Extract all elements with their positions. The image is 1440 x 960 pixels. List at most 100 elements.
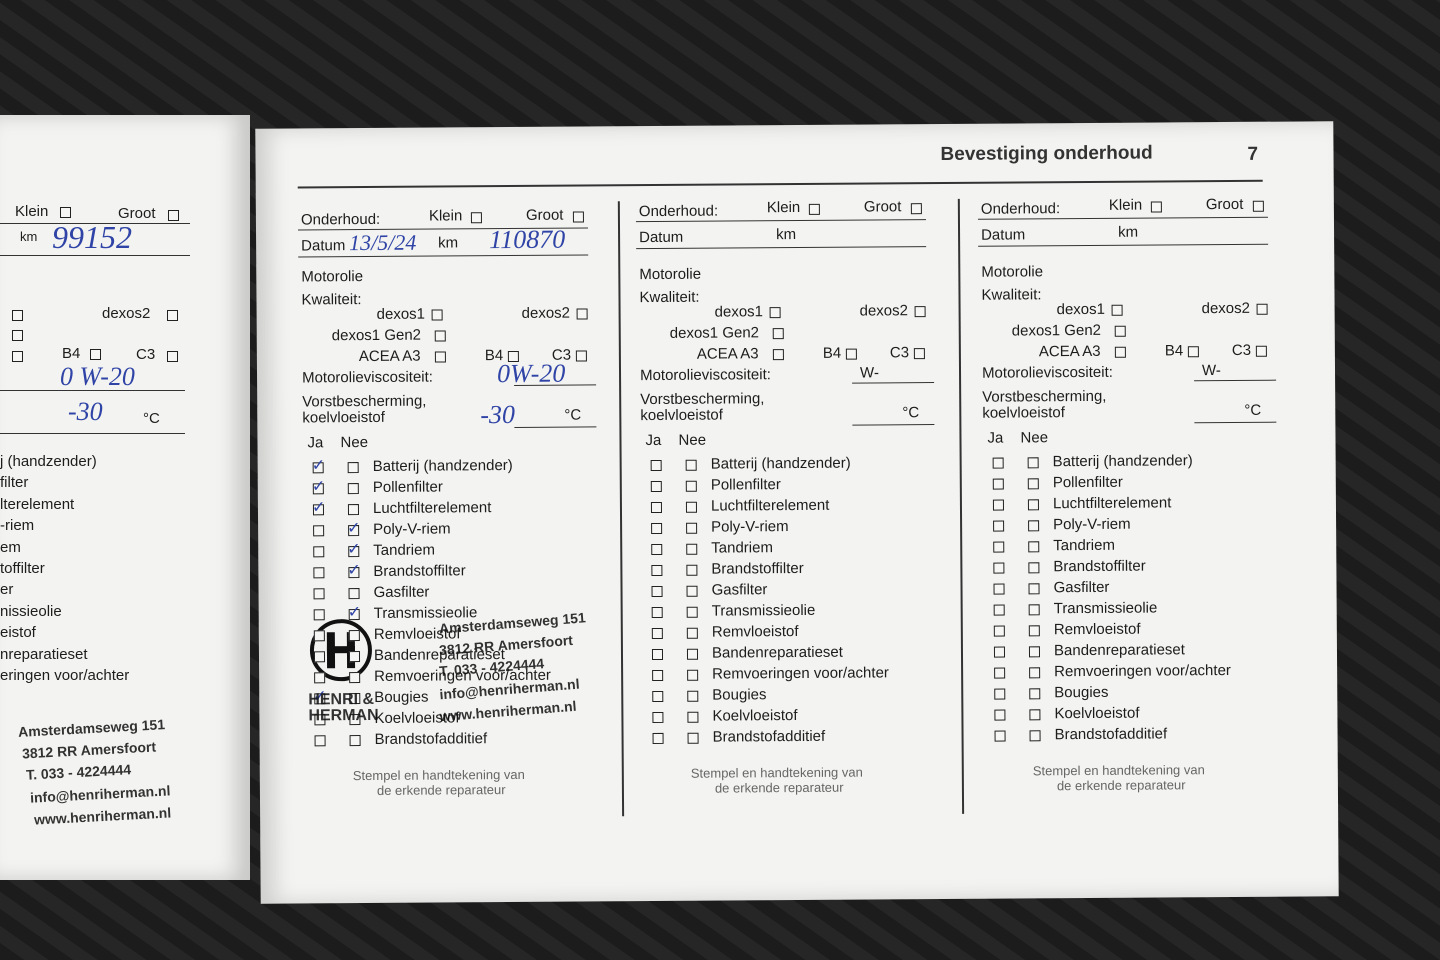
checkbox	[347, 504, 360, 516]
checklist-item: Transmissieolie	[1053, 599, 1158, 618]
checkbox	[1027, 478, 1039, 490]
checklist-item: Gasfilter	[711, 581, 768, 599]
header-title: Bevestiging onderhoud	[940, 142, 1153, 165]
checklist-item: Poly-V-riem	[711, 518, 789, 536]
stamp-line: T. 033 - 4224444	[25, 761, 132, 783]
datum-label: Datum	[981, 226, 1026, 244]
celsius-label: °C	[902, 404, 920, 422]
checkbox	[772, 349, 784, 361]
checkbox	[651, 543, 663, 556]
checklist-item: Bougies	[712, 686, 767, 704]
checkbox	[651, 564, 663, 577]
checklist-item: Luchtfilterelement	[372, 499, 492, 517]
checklist-item: Remvloeistof	[1053, 620, 1141, 639]
motorolie-label: Motorolie	[981, 263, 1044, 281]
checkbox	[348, 651, 361, 663]
checkbox	[993, 562, 1005, 574]
groot-label: Groot	[525, 206, 564, 224]
checkbox	[1252, 200, 1264, 212]
option-label: dexos1 Gen2	[331, 326, 422, 345]
checkbox	[1029, 667, 1041, 679]
checklist-item: nreparatieset	[0, 645, 88, 663]
checklist-item: Brandstoffilter	[711, 559, 804, 578]
field-rule	[1194, 421, 1277, 424]
option-label: C3	[1231, 341, 1252, 359]
checkbox	[686, 648, 699, 660]
column-divider	[617, 201, 624, 817]
checkbox	[313, 546, 325, 558]
checkbox	[685, 480, 697, 492]
checkbox	[1111, 304, 1123, 316]
checkbox	[167, 310, 178, 321]
option-label: dexos2	[1201, 299, 1251, 318]
checklist-item: Brandstoffilter	[373, 562, 466, 580]
checkbox	[994, 667, 1006, 679]
checklist-item: Bougies	[1054, 683, 1109, 702]
checkbox	[914, 306, 926, 318]
ja-label: Ja	[307, 434, 324, 452]
checkbox	[575, 350, 587, 362]
checkbox	[1028, 583, 1040, 595]
checklist-item: Pollenfilter	[710, 476, 781, 494]
stamp-note: de erkende reparateur	[1056, 777, 1186, 794]
option-label: dexos1	[376, 305, 426, 323]
handwritten-km: 110870	[488, 224, 566, 255]
right-page: Bevestiging onderhoud 7 Onderhoud: Klein Gro…	[255, 121, 1339, 904]
checkbox	[1150, 201, 1162, 213]
checkbox	[1028, 646, 1041, 658]
checklist-item: Tandriem	[373, 541, 436, 559]
datum-label: Datum	[639, 228, 684, 247]
option-label: B4	[62, 345, 81, 362]
viscosity-label: Motorolieviscositeit:	[301, 368, 433, 387]
checkbox	[90, 349, 101, 360]
option-label: ACEA A3	[358, 347, 421, 366]
checklist-item: Batterij (handzender)	[372, 456, 513, 475]
option-label: dexos2	[102, 305, 151, 322]
checklist-item: eringen voor/achter	[0, 667, 130, 684]
service-label: Onderhoud:	[638, 202, 719, 221]
checklist-item: Brandstofadditief	[1054, 725, 1168, 744]
checkbox	[348, 588, 360, 600]
checklist-item: Remvloeistof	[711, 622, 799, 641]
checkbox	[1028, 541, 1040, 553]
field-rule	[852, 424, 935, 426]
motorolie-label: Motorolie	[639, 265, 702, 284]
ja-label: Ja	[987, 429, 1004, 447]
checkbox	[686, 564, 698, 576]
checklist-item: nissieolie	[0, 602, 62, 620]
antifreeze-label: koelvloeistof	[982, 404, 1065, 422]
kwaliteit-label: Kwaliteit:	[639, 288, 700, 307]
nee-label: Nee	[1020, 429, 1049, 447]
checkbox	[992, 457, 1004, 469]
km-label: km	[1117, 223, 1139, 241]
option-label: dexos1	[1056, 300, 1106, 319]
checkbox	[993, 646, 1006, 658]
checkbox	[686, 543, 698, 555]
checkbox	[994, 730, 1006, 742]
checklist-item: er	[0, 581, 14, 599]
checkbox	[60, 207, 71, 218]
field-rule	[0, 255, 190, 256]
checkbox	[347, 462, 359, 474]
checklist-item: j (handzender)	[0, 453, 97, 470]
klein-label: Klein	[428, 207, 463, 225]
checklist-item: lterelement	[0, 495, 75, 513]
stamp-name: HERMAN	[308, 706, 379, 725]
checkbox	[685, 501, 697, 513]
viscosity-prefix: W-	[1201, 362, 1221, 380]
checkbox	[992, 478, 1004, 490]
checkmark: ✓	[311, 478, 326, 496]
checkbox	[12, 310, 23, 321]
checkbox	[808, 203, 820, 215]
page-number: 7	[1247, 143, 1259, 165]
option-label: ACEA A3	[696, 345, 759, 363]
viscosity-prefix: W-	[859, 364, 879, 382]
groot-label: Groot	[118, 205, 156, 222]
checklist-item: Bandenreparatieset	[711, 643, 843, 662]
checklist-item: Pollenfilter	[372, 478, 443, 496]
checkbox	[686, 522, 698, 534]
celsius-label: °C	[143, 410, 160, 427]
checkbox	[314, 672, 326, 684]
handwritten-km: 99152	[52, 219, 132, 255]
stamp-line: 3812 RR Amersfoort	[21, 738, 157, 762]
